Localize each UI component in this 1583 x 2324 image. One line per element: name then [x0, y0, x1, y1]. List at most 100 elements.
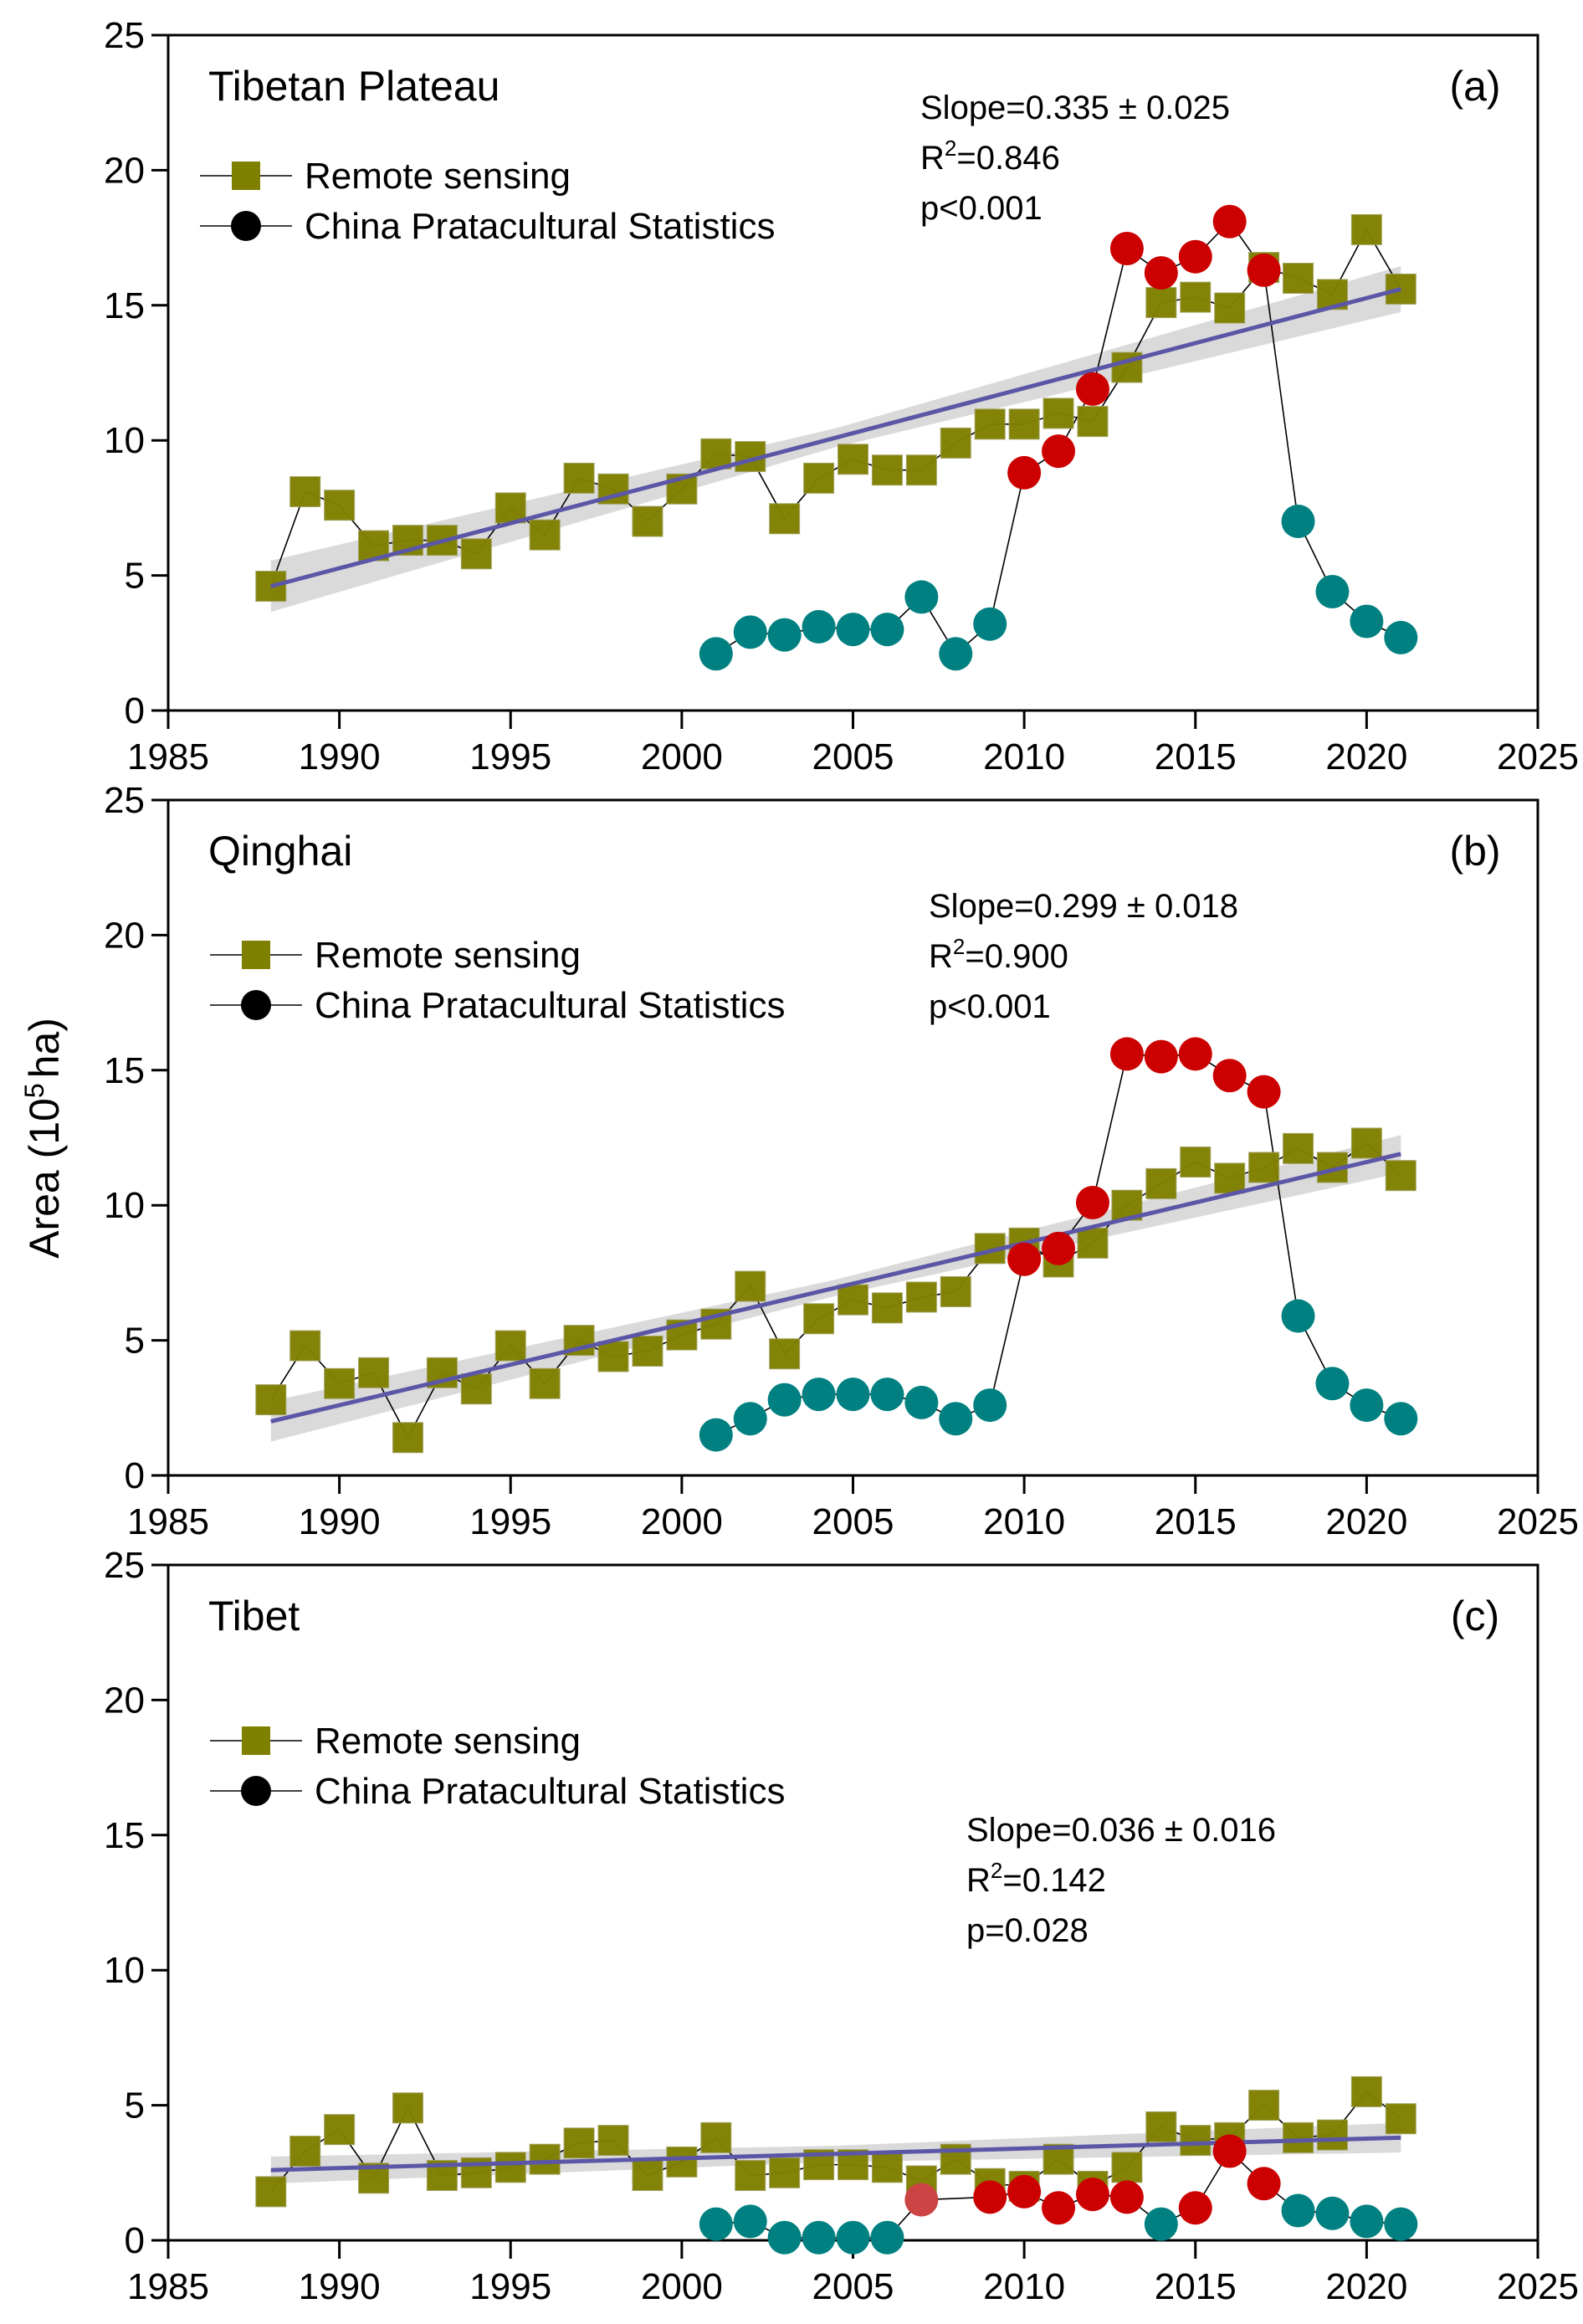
legend-square-marker	[232, 162, 260, 190]
remote-sensing-point	[1248, 1152, 1280, 1183]
slope-annotation: Slope=0.299 ± 0.018	[929, 888, 1238, 925]
statistics-point	[767, 1383, 802, 1417]
remote-sensing-point	[563, 462, 595, 494]
remote-sensing-point	[289, 476, 321, 508]
x-tick-label: 2005	[812, 1501, 894, 1542]
remote-sensing-point	[666, 2146, 698, 2178]
statistics-point	[1281, 1299, 1315, 1333]
statistics-point	[1007, 2174, 1042, 2209]
statistics-point	[870, 1377, 904, 1412]
remote-sensing-point	[324, 1367, 356, 1399]
region-title: Tibetan Plateau	[208, 63, 499, 110]
x-tick-label: 1995	[469, 2266, 551, 2307]
r-squared-annotation: R2=0.142	[966, 1858, 1106, 1899]
remote-sensing-point	[1145, 1167, 1177, 1199]
region-title: Qinghai	[208, 828, 352, 875]
remote-sensing-point	[769, 1338, 801, 1370]
remote-sensing-point	[700, 2121, 732, 2153]
panel-tag: (a)	[1449, 63, 1500, 110]
remote-sensing-point	[1283, 1132, 1314, 1164]
remote-sensing-point	[289, 1330, 321, 1362]
x-tick-label: 2025	[1497, 1501, 1579, 1542]
remote-sensing-point	[255, 1384, 287, 1416]
statistics-point	[1109, 232, 1144, 266]
plot-frame	[166, 33, 1539, 712]
statistics-point	[1109, 1037, 1144, 1071]
y-tick-label: 25	[104, 780, 145, 821]
statistics-point	[1144, 1039, 1178, 1074]
remote-sensing-point	[392, 2092, 423, 2124]
remote-sensing-point	[1180, 281, 1212, 313]
statistics-point	[1281, 2193, 1315, 2228]
x-tick-label: 2010	[983, 1501, 1065, 1542]
remote-sensing-point	[1214, 1162, 1246, 1194]
remote-sensing-point	[597, 1341, 629, 1372]
statistics-point	[1212, 1059, 1247, 1093]
statistics-point	[836, 613, 870, 647]
legend-label: China Pratacultural Statistics	[315, 1771, 785, 1812]
remote-sensing-point	[1077, 406, 1109, 438]
remote-sensing-point	[1145, 287, 1177, 319]
remote-sensing-point	[324, 490, 356, 521]
y-tick-label: 25	[104, 1545, 145, 1586]
remote-sensing-point	[1283, 2121, 1314, 2153]
legend-label: Remote sensing	[305, 156, 571, 197]
x-tick-label: 2000	[641, 2266, 723, 2307]
statistics-point	[1075, 1185, 1109, 1219]
y-tick-label: 15	[104, 285, 145, 326]
remote-sensing-point	[1385, 2103, 1417, 2135]
legend-label: Remote sensing	[315, 1721, 581, 1762]
statistics-point	[1247, 1075, 1281, 1109]
remote-sensing-point	[460, 538, 492, 570]
legend-circle-marker	[241, 1776, 271, 1806]
remote-sensing-point	[1180, 2125, 1212, 2157]
statistics-point	[1384, 1402, 1418, 1436]
panel-tag: (c)	[1451, 1593, 1499, 1639]
remote-sensing-point	[700, 438, 732, 469]
statistics-point	[1350, 604, 1384, 639]
slope-annotation: Slope=0.036 ± 0.016	[966, 1812, 1276, 1849]
y-tick-label: 5	[125, 556, 145, 597]
statistics-point	[1144, 2207, 1178, 2241]
y-tick-label: 10	[104, 1185, 145, 1226]
remote-sensing-point	[460, 1373, 492, 1405]
remote-sensing-point	[255, 2176, 287, 2208]
remote-sensing-point	[803, 1303, 835, 1335]
x-tick-label: 1990	[299, 1501, 381, 1542]
statistics-point	[973, 2180, 1007, 2214]
y-tick-label: 25	[104, 15, 145, 56]
r-squared-annotation: R2=0.846	[920, 136, 1060, 177]
statistics-point	[1384, 2207, 1418, 2241]
remote-sensing-point	[1248, 2090, 1280, 2121]
remote-sensing-point	[1350, 213, 1382, 245]
statistics-point	[802, 1377, 836, 1412]
remote-sensing-point	[1214, 292, 1246, 324]
p-value-annotation: p=0.028	[966, 1912, 1089, 1949]
y-tick-label: 20	[104, 150, 145, 191]
statistics-point	[699, 1418, 733, 1452]
statistics-point	[733, 2204, 767, 2239]
x-tick-label: 1990	[299, 2266, 381, 2307]
y-tick-label: 15	[104, 1815, 145, 1856]
statistics-point	[904, 580, 939, 614]
remote-sensing-point	[1316, 2119, 1348, 2151]
y-tick-label: 15	[104, 1050, 145, 1091]
remote-sensing-point	[392, 1422, 423, 1454]
x-tick-label: 2025	[1497, 736, 1579, 777]
x-tick-label: 1990	[299, 736, 381, 777]
r-squared-annotation: R2=0.900	[929, 934, 1068, 975]
trend-line	[270, 1152, 1401, 1424]
p-value-annotation: p<0.001	[929, 988, 1051, 1025]
remote-sensing-point	[905, 1281, 937, 1313]
statistics-point	[836, 2220, 870, 2255]
x-tick-label: 1985	[127, 736, 209, 777]
remote-sensing-line	[270, 2091, 1401, 2193]
statistics-point	[733, 1402, 767, 1436]
remote-sensing-point	[529, 1367, 561, 1399]
p-value-annotation: p<0.001	[920, 190, 1043, 227]
remote-sensing-point	[529, 519, 561, 551]
statistics-point	[767, 2220, 802, 2255]
statistics-point	[802, 2220, 836, 2255]
x-tick-label: 1985	[127, 2266, 209, 2307]
